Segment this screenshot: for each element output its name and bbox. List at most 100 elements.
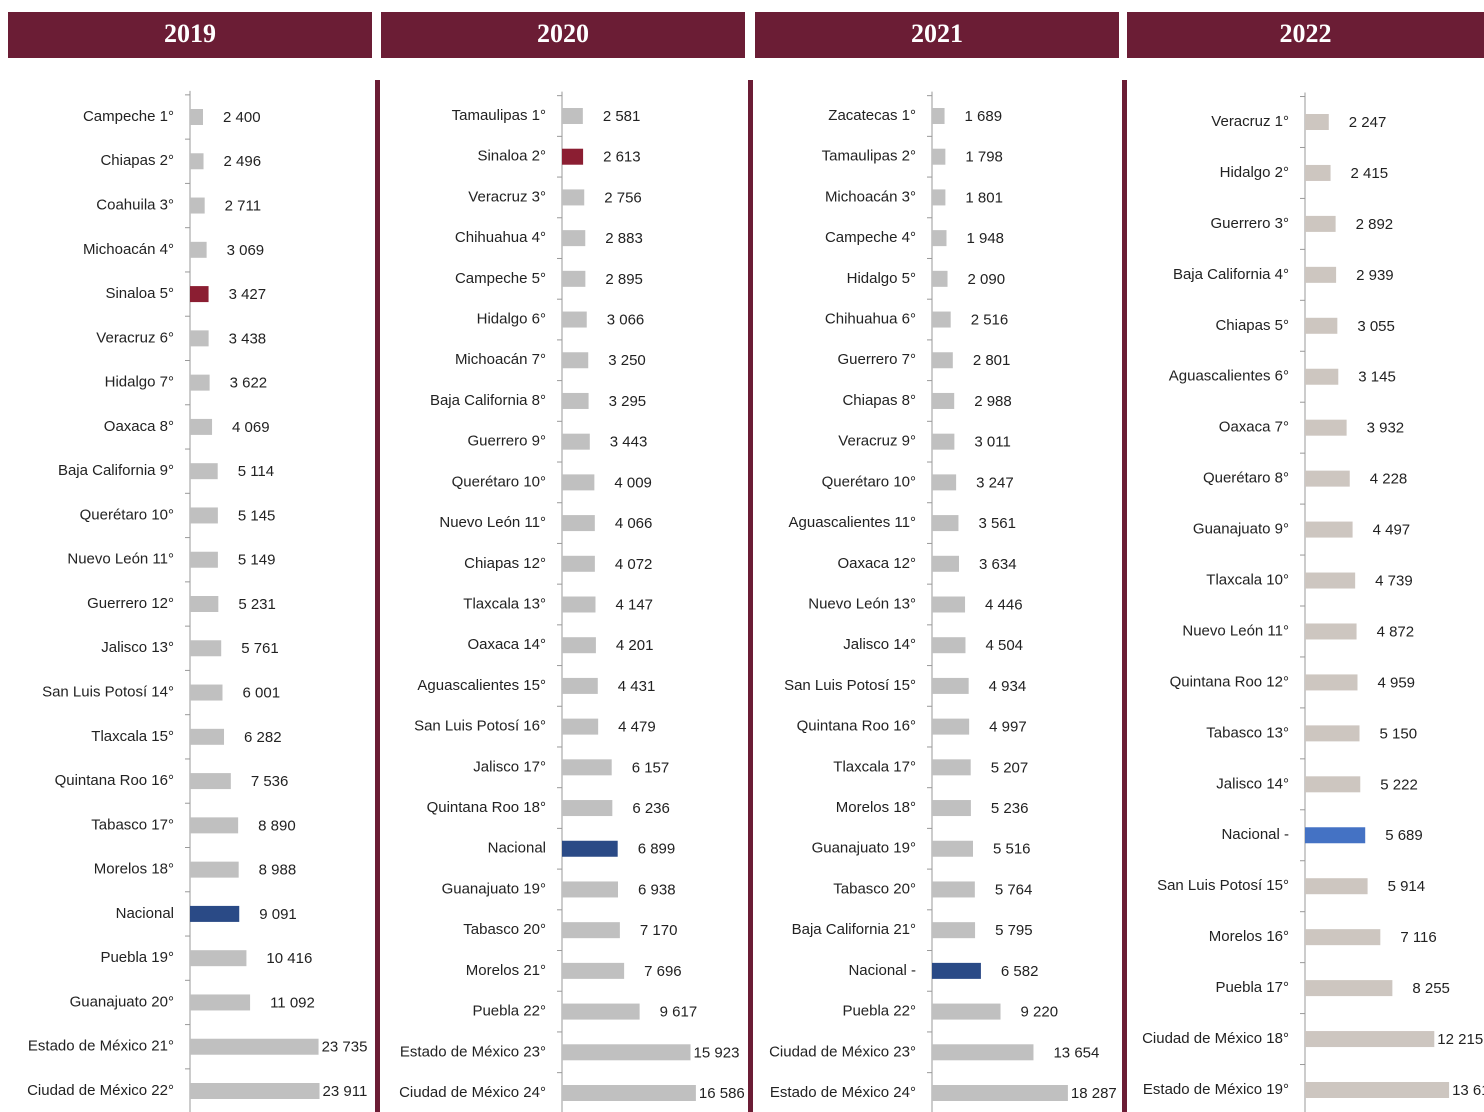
category-label: Nacional bbox=[488, 840, 546, 857]
bar bbox=[562, 474, 595, 491]
bar bbox=[932, 677, 969, 694]
category-label: Chiapas 8° bbox=[842, 392, 916, 409]
value-label: 4 959 bbox=[1377, 674, 1415, 691]
value-label: 2 581 bbox=[603, 108, 641, 125]
value-label: 2 892 bbox=[1356, 216, 1394, 233]
bar bbox=[562, 189, 585, 206]
category-label: Hidalgo 7° bbox=[105, 374, 174, 391]
bar bbox=[562, 108, 583, 124]
category-label: Sinaloa 5° bbox=[105, 285, 174, 302]
category-label: Oaxaca 8° bbox=[104, 418, 174, 435]
bar bbox=[190, 861, 239, 878]
value-label: 7 536 bbox=[251, 773, 289, 790]
category-label: Veracruz 9° bbox=[838, 433, 916, 450]
category-label: Tabasco 17° bbox=[91, 816, 174, 833]
value-label: 6 582 bbox=[1001, 963, 1039, 980]
bar bbox=[1305, 725, 1360, 742]
category-label: Chihuahua 6° bbox=[825, 311, 916, 328]
bar bbox=[190, 507, 218, 524]
category-label: Oaxaca 12° bbox=[837, 555, 916, 572]
bar bbox=[932, 800, 971, 817]
bar bbox=[562, 1085, 696, 1101]
category-label: Guanajuato 9° bbox=[1193, 521, 1289, 538]
value-label: 6 899 bbox=[638, 841, 676, 858]
value-label: 3 069 bbox=[227, 242, 265, 259]
category-label: Guerrero 3° bbox=[1210, 215, 1289, 232]
bar bbox=[562, 311, 587, 328]
category-label: Tlaxcala 10° bbox=[1206, 571, 1289, 588]
category-label: Puebla 22° bbox=[472, 1003, 546, 1020]
value-label: 3 932 bbox=[1367, 420, 1405, 437]
value-label: 7 116 bbox=[1400, 929, 1436, 946]
value-label: 4 009 bbox=[614, 474, 652, 491]
category-label: Nacional bbox=[116, 905, 174, 922]
category-label: Chiapas 5° bbox=[1215, 317, 1289, 334]
panel-title: 2021 bbox=[911, 19, 963, 48]
bar bbox=[1305, 164, 1331, 181]
category-label: Campeche 4° bbox=[825, 229, 916, 246]
bar bbox=[562, 840, 618, 857]
bar bbox=[190, 418, 213, 435]
value-label: 2 613 bbox=[603, 149, 641, 166]
category-label: Estado de México 23° bbox=[400, 1043, 546, 1060]
header-band bbox=[381, 12, 745, 58]
bar bbox=[190, 817, 239, 834]
bar bbox=[1305, 1031, 1435, 1048]
value-label: 5 207 bbox=[991, 759, 1029, 776]
bar bbox=[1305, 317, 1338, 334]
category-label: Querétaro 10° bbox=[822, 473, 916, 490]
value-label: 4 446 bbox=[985, 596, 1023, 613]
category-label: Tlaxcala 15° bbox=[91, 728, 174, 745]
category-label: Nuevo León 13° bbox=[808, 595, 916, 612]
bar bbox=[562, 881, 619, 898]
bar bbox=[932, 189, 946, 206]
bar bbox=[562, 352, 589, 369]
bar bbox=[190, 551, 218, 568]
bar bbox=[562, 392, 589, 409]
bar bbox=[190, 241, 207, 258]
bar bbox=[562, 596, 596, 613]
category-label: Baja California 8° bbox=[430, 392, 546, 409]
category-label: Hidalgo 6° bbox=[477, 311, 546, 328]
category-label: Guerrero 12° bbox=[87, 595, 174, 612]
bar bbox=[562, 515, 595, 532]
category-label: Tabasco 13° bbox=[1206, 724, 1289, 741]
value-label: 1 948 bbox=[966, 230, 1004, 247]
value-label: 13 614 bbox=[1452, 1082, 1484, 1099]
bar bbox=[1305, 266, 1337, 283]
category-label: Hidalgo 5° bbox=[847, 270, 916, 287]
value-label: 5 236 bbox=[991, 800, 1029, 817]
value-label: 2 400 bbox=[223, 109, 261, 126]
bar bbox=[190, 905, 240, 922]
value-label: 3 622 bbox=[230, 375, 268, 392]
value-label: 7 170 bbox=[640, 922, 678, 939]
bar bbox=[1305, 674, 1358, 691]
bar bbox=[562, 962, 625, 979]
value-label: 3 145 bbox=[1358, 369, 1396, 386]
bar bbox=[190, 197, 205, 214]
category-label: Nuevo León 11° bbox=[1182, 622, 1289, 639]
bar bbox=[1305, 521, 1353, 538]
bar bbox=[1305, 572, 1356, 589]
bar bbox=[190, 286, 209, 303]
category-label: Aguascalientes 6° bbox=[1169, 368, 1289, 385]
value-label: 4 872 bbox=[1377, 623, 1415, 640]
value-label: 5 795 bbox=[995, 922, 1033, 939]
bar bbox=[1305, 114, 1329, 130]
value-label: 4 066 bbox=[615, 515, 653, 532]
category-label: Morelos 21° bbox=[466, 962, 546, 979]
category-label: Ciudad de México 18° bbox=[1142, 1030, 1289, 1047]
value-label: 5 231 bbox=[238, 596, 276, 613]
bar bbox=[932, 148, 946, 165]
value-label: 4 201 bbox=[616, 637, 654, 654]
divider bbox=[1122, 80, 1127, 1112]
category-label: Morelos 18° bbox=[836, 799, 916, 816]
category-label: Quintana Roo 18° bbox=[427, 799, 546, 816]
category-label: Ciudad de México 22° bbox=[27, 1082, 174, 1099]
category-label: Jalisco 14° bbox=[843, 636, 916, 653]
bar bbox=[190, 463, 218, 480]
bar bbox=[932, 392, 955, 409]
bar bbox=[932, 881, 975, 898]
value-label: 4 147 bbox=[615, 596, 653, 613]
